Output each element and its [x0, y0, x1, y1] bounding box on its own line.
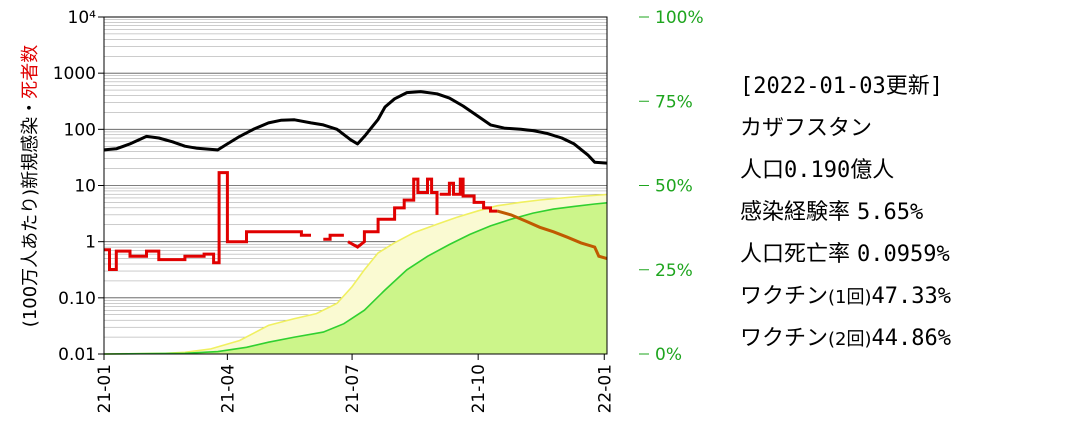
case-rate-label: 感染経験率: [740, 200, 857, 225]
case-rate-value: 5.65%: [857, 200, 924, 225]
population-value: 0.190億人: [784, 158, 895, 183]
deaths-line: [104, 171, 311, 271]
x-tick-label: 21-04: [218, 364, 238, 413]
population-label: 人口: [740, 158, 785, 183]
vaccine2-line: [103, 202, 608, 355]
x-tick-label: 21-07: [343, 364, 363, 413]
x-ticks: 21-01 21-04 21-07 21-10 22-01: [95, 354, 615, 413]
country-name: カザフスタン: [740, 116, 873, 141]
info-country: カザフスタン: [740, 118, 872, 140]
vaccine2-dose: (2回): [828, 329, 872, 350]
vaccine1-value: 47.33%: [871, 284, 951, 309]
vaccine2-area: [104, 202, 607, 354]
info-death-rate: 人口死亡率 0.0959%: [740, 244, 950, 266]
info-vaccine2: ワクチン(2回)44.86%: [740, 328, 951, 350]
x-tick-label: 22-01: [595, 364, 615, 413]
y-right-tick-label: 50%: [655, 177, 693, 197]
y-right-tick-label: 0%: [655, 345, 682, 365]
y-left-tick-label: 10: [74, 177, 96, 197]
y-axis-label-deaths: 死者数: [20, 45, 41, 99]
vaccine-area: [104, 194, 607, 354]
death-rate-value: 0.0959%: [857, 242, 950, 267]
deaths-line: [439, 177, 498, 213]
x-tick-label: 21-10: [469, 364, 489, 413]
x-tick-label: 21-01: [95, 364, 115, 413]
info-date: [2022-01-03更新]: [740, 76, 943, 98]
y-left-ticks: 10⁴ 1000 100 10 1 0.10 0.01: [53, 8, 104, 365]
vaccine2-label: ワクチン: [740, 326, 829, 351]
cases-line: [103, 90, 608, 165]
vaccine1-dose: (1回): [828, 287, 872, 308]
info-case-rate: 感染経験率 5.65%: [740, 202, 923, 224]
y-left-tick-label: 100: [64, 120, 96, 140]
y-right-tick-label: 25%: [655, 261, 693, 281]
series-lines: [103, 90, 608, 355]
date-text: [2022-01-03更新]: [740, 74, 943, 99]
vaccine1-line: [103, 193, 608, 355]
deaths-line: [347, 177, 439, 249]
info-population: 人口0.190億人: [740, 160, 894, 182]
deaths-recent-line: [496, 209, 608, 261]
vaccine1-label: ワクチン: [740, 284, 829, 309]
vaccine2-value: 44.86%: [871, 326, 951, 351]
y-right-tick-label: 75%: [655, 92, 693, 112]
y-left-tick-label: 0.01: [58, 345, 96, 365]
covid-chart: 10⁴ 1000 100 10 1 0.10 0.01 0% 25% 50% 75% 100% 21…: [20, 8, 704, 413]
y-left-tick-label: 1000: [53, 64, 96, 84]
y-axis-label: (100万人あたり)新規感染・死者数: [20, 45, 41, 327]
deaths-line: [323, 233, 344, 241]
y-axis-label-cases: (100万人あたり)新規感染: [20, 117, 41, 327]
y-left-tick-label: 1: [85, 233, 96, 253]
y-right-ticks: 0% 25% 50% 75% 100%: [639, 8, 704, 365]
death-rate-label: 人口死亡率: [740, 242, 857, 267]
svg-text:(100万人あたり)新規感染・死者数: (100万人あたり)新規感染・死者数: [20, 45, 41, 327]
y-right-tick-label: 100%: [655, 8, 704, 28]
y-left-tick-label: 0.10: [58, 289, 96, 309]
info-vaccine1: ワクチン(1回)47.33%: [740, 286, 951, 308]
y-axis-label-dot: ・: [20, 99, 41, 117]
y-left-tick-label: 10⁴: [68, 8, 97, 28]
